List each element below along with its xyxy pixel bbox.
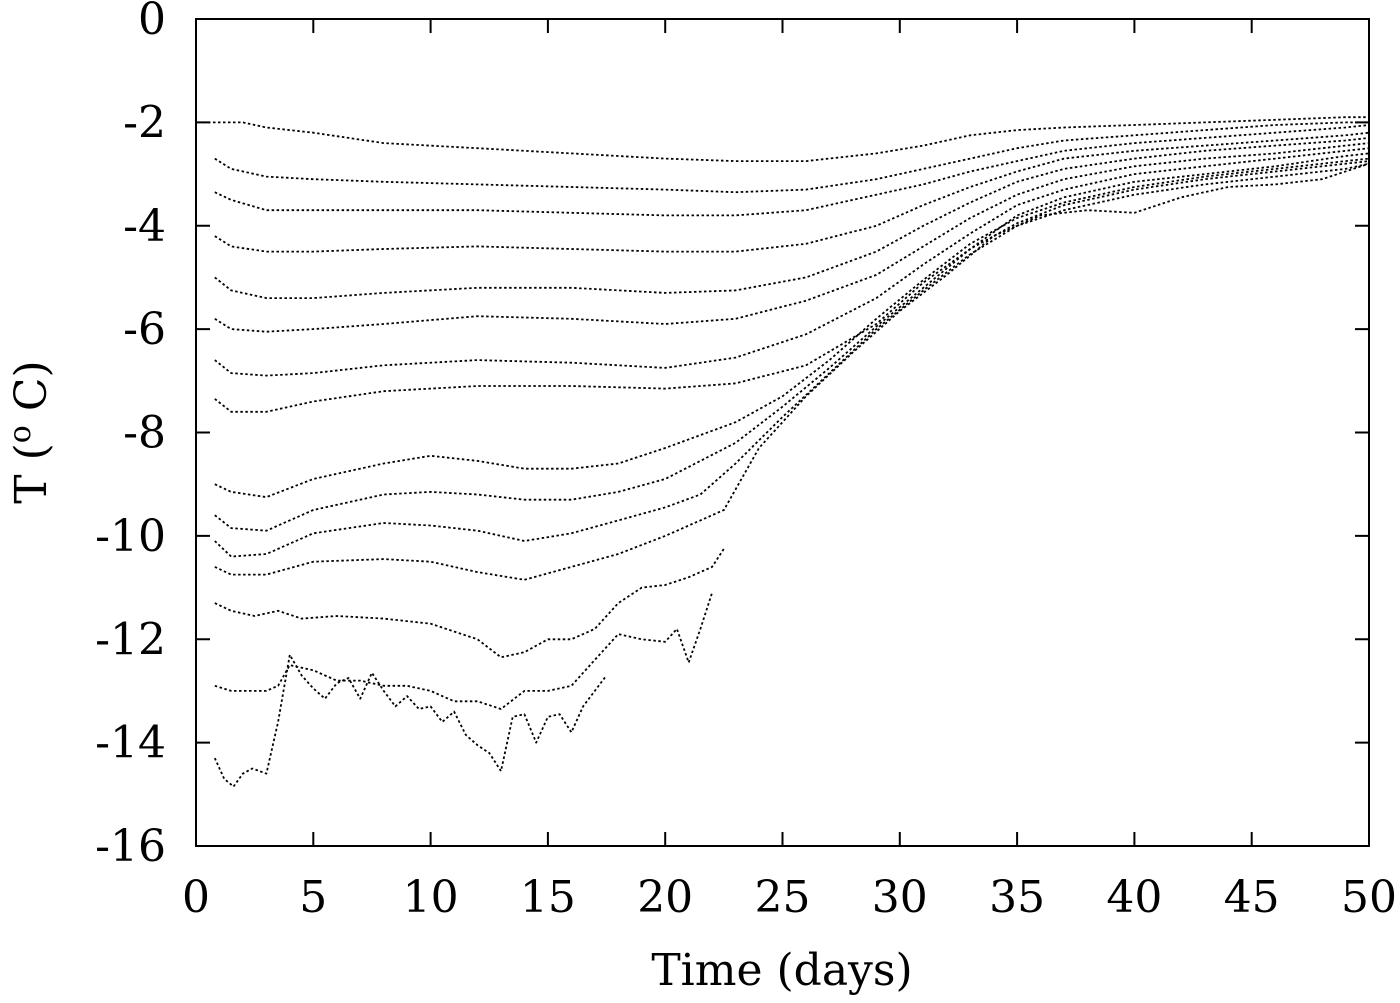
temperature-series-line — [214, 121, 1369, 194]
temperature-series-line — [214, 157, 1370, 499]
x-axis-label: Time (days) — [651, 945, 912, 996]
x-tick-label: 15 — [520, 872, 576, 923]
y-tick-label: -10 — [95, 511, 166, 562]
axis-ticks — [195, 18, 1370, 847]
y-axis-label-prefix: T ( — [6, 443, 57, 504]
y-tick-label: -16 — [95, 821, 166, 872]
x-tick-label: 50 — [1341, 872, 1397, 923]
y-tick-label: -14 — [95, 718, 166, 769]
x-tick-label: 5 — [299, 872, 327, 923]
temperature-series-line — [214, 160, 1370, 532]
temperature-series-line — [213, 653, 608, 788]
temperature-series-line — [203, 116, 1369, 163]
x-tick-label: 0 — [182, 872, 210, 923]
temperature-series-line — [214, 124, 1370, 217]
y-tick-label: -12 — [95, 614, 166, 665]
temperature-series-group — [203, 116, 1370, 788]
y-axis-label-suffix: C) — [6, 360, 57, 425]
temperature-series-line — [214, 147, 1370, 377]
x-tick-label: 10 — [403, 872, 459, 923]
temperature-series-line — [214, 162, 1370, 581]
x-tick-label: 40 — [1106, 872, 1162, 923]
y-tick-label: 0 — [138, 0, 166, 45]
y-tick-label: -6 — [123, 304, 166, 355]
temperature-series-line — [214, 152, 1370, 413]
temperature-series-line — [214, 592, 713, 710]
x-tick-label: 20 — [637, 872, 693, 923]
y-axis-label-superscript: o — [3, 425, 38, 443]
x-tick-label: 30 — [872, 872, 928, 923]
temperature-series-line — [214, 162, 1370, 558]
y-axis-label: T (o C) — [3, 360, 57, 503]
temperature-series-line — [214, 131, 1370, 253]
plot-frame — [195, 18, 1370, 847]
x-tick-label: 25 — [755, 872, 811, 923]
temperature-series-line — [214, 137, 1370, 300]
x-tick-label: 35 — [989, 872, 1045, 923]
temperature-series-line — [214, 142, 1370, 333]
temperature-series-line — [214, 548, 725, 659]
x-tick-labels: 0 5 10 15 20 25 30 35 40 45 50 — [182, 872, 1397, 923]
y-tick-label: -2 — [123, 97, 166, 148]
y-tick-label: -8 — [123, 408, 166, 459]
y-tick-labels: 0 -2 -4 -6 -8 -10 -12 -14 -16 — [95, 0, 166, 872]
x-tick-label: 45 — [1224, 872, 1280, 923]
y-tick-label: -4 — [123, 201, 166, 252]
